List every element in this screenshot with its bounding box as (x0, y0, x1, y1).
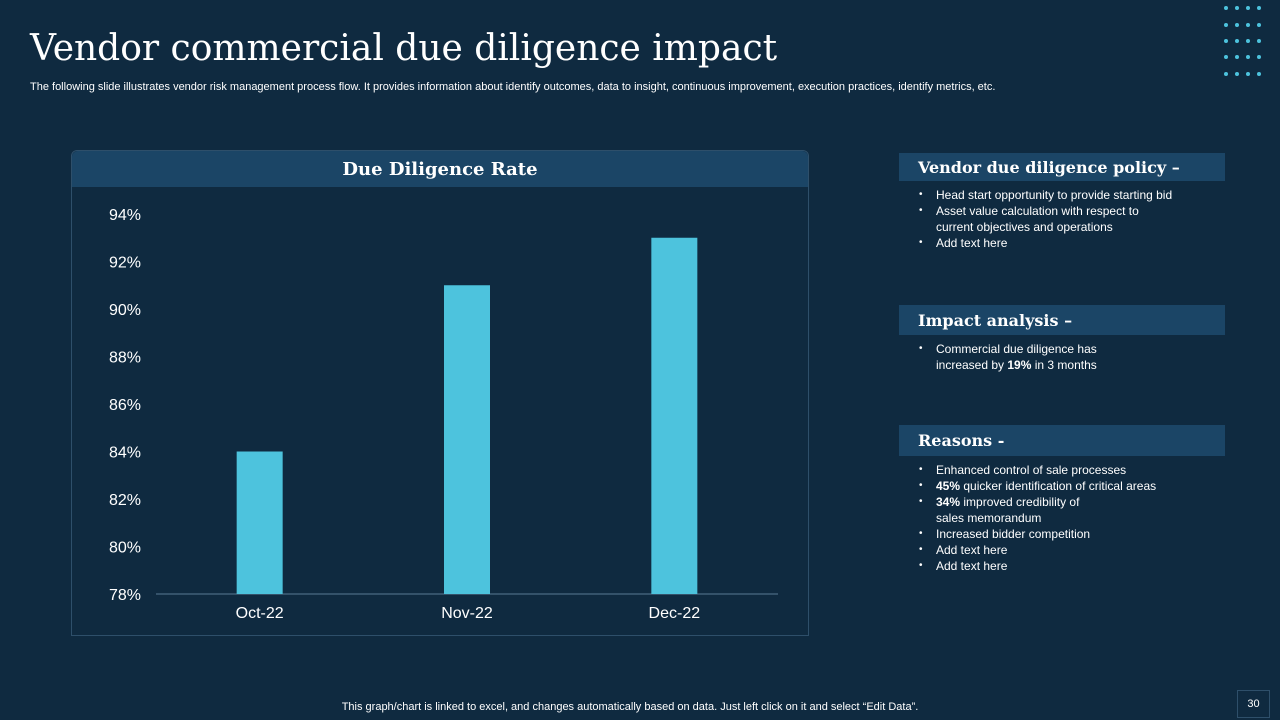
item-text: Asset value calculation with respect to (936, 204, 1139, 218)
x-tick-label: Nov-22 (441, 605, 493, 622)
highlight-value: 45% (936, 479, 961, 493)
item-text: Increased bidder competition (936, 527, 1091, 541)
list-item: Asset value calculation with respect to (919, 203, 1219, 219)
item-text: Head start opportunity to provide starti… (936, 188, 1173, 202)
list-item: Commercial due diligence has (919, 341, 1219, 357)
highlight-value: 19% (1007, 358, 1032, 372)
list-item: 45% quicker identification of critical a… (919, 478, 1219, 494)
slide-title: Vendor commercial due diligence impact (30, 28, 778, 69)
page-number: 30 (1237, 690, 1270, 718)
bar-chart[interactable]: 78% 80% 82% 84% 86% 88% 90% 92% 94% Oct-22 Nov-22 D… (72, 187, 808, 635)
list-item: Add text here (919, 235, 1219, 251)
y-tick-label: 82% (109, 492, 141, 509)
y-tick-label: 86% (109, 397, 141, 414)
list-item: sales memorandum (919, 510, 1219, 526)
section-heading: Impact analysis – (899, 305, 1225, 335)
y-tick-label: 90% (109, 302, 141, 319)
y-tick-label: 94% (109, 207, 141, 224)
list-item: Increased bidder competition (919, 526, 1219, 542)
list-item: increased by 19% in 3 months (919, 357, 1219, 373)
list-item: 34% improved credibility of (919, 494, 1219, 510)
section-list: Head start opportunity to provide starti… (899, 187, 1225, 251)
item-text: sales memorandum (936, 511, 1042, 525)
item-text: in 3 months (1031, 358, 1097, 372)
y-tick-label: 78% (109, 587, 141, 604)
item-text: Add text here (936, 236, 1008, 250)
item-text: increased by (936, 358, 1008, 372)
item-text: quicker identification of critical areas (960, 479, 1157, 493)
bar-dec-22[interactable] (651, 237, 698, 594)
item-text: Add text here (936, 559, 1008, 573)
section-heading: Vendor due diligence policy – (899, 153, 1225, 181)
decorative-dot-grid-icon (1220, 0, 1264, 82)
x-tick-label: Dec-22 (649, 605, 701, 622)
list-item: Enhanced control of sale processes (919, 462, 1219, 478)
item-text: current objectives and operations (936, 220, 1113, 234)
highlight-value: 34% (936, 495, 961, 509)
section-impact-analysis: Impact analysis – Commercial due diligen… (899, 305, 1225, 373)
footer-note: This graph/chart is linked to excel, and… (341, 701, 919, 713)
section-vendor-policy: Vendor due diligence policy – Head start… (899, 153, 1225, 251)
item-text: Commercial due diligence has (936, 342, 1097, 356)
y-tick-label: 88% (109, 350, 141, 367)
list-item: current objectives and operations (919, 219, 1219, 235)
section-heading: Reasons - (899, 425, 1225, 456)
y-tick-label: 92% (109, 255, 141, 272)
list-item: Add text here (919, 558, 1219, 574)
slide-subtitle: The following slide illustrates vendor r… (30, 81, 996, 93)
item-text: improved credibility of (960, 495, 1080, 509)
chart-title: Due Diligence Rate (72, 151, 808, 187)
y-tick-label: 84% (109, 445, 141, 462)
section-list: Enhanced control of sale processes45% qu… (899, 462, 1225, 574)
chart-panel[interactable]: Due Diligence Rate 78% 80% 82% 84% 86% 88% 90%… (71, 150, 809, 636)
bar-oct-22[interactable] (236, 451, 283, 595)
section-reasons: Reasons - Enhanced control of sale proce… (899, 425, 1225, 574)
list-item: Head start opportunity to provide starti… (919, 187, 1219, 203)
item-text: Add text here (936, 543, 1008, 557)
x-tick-label: Oct-22 (236, 605, 284, 622)
bar-nov-22[interactable] (444, 285, 490, 594)
item-text: Enhanced control of sale processes (936, 463, 1127, 477)
list-item: Add text here (919, 542, 1219, 558)
y-tick-label: 80% (109, 540, 141, 557)
